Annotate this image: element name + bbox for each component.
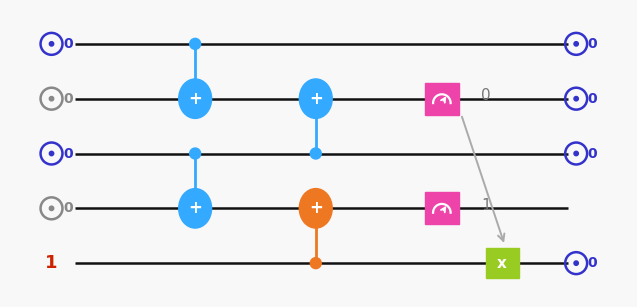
Text: 0: 0 (588, 37, 598, 51)
Circle shape (49, 206, 54, 211)
Text: +: + (309, 199, 323, 217)
Circle shape (190, 148, 201, 159)
Text: 0: 0 (63, 201, 73, 215)
Text: 0: 0 (588, 146, 598, 161)
Circle shape (574, 261, 578, 265)
Circle shape (574, 151, 578, 156)
Circle shape (49, 151, 54, 156)
Text: 0: 0 (588, 256, 598, 270)
FancyBboxPatch shape (425, 192, 459, 224)
Text: 1: 1 (482, 198, 491, 213)
Text: +: + (188, 90, 202, 108)
Text: +: + (188, 199, 202, 217)
Text: x: x (497, 256, 507, 271)
Ellipse shape (299, 188, 333, 228)
Circle shape (49, 42, 54, 46)
Circle shape (574, 96, 578, 101)
Circle shape (49, 96, 54, 101)
Text: 0: 0 (482, 88, 491, 103)
Circle shape (310, 258, 321, 269)
Ellipse shape (179, 188, 211, 228)
Circle shape (574, 42, 578, 46)
FancyBboxPatch shape (485, 248, 519, 278)
Text: 0: 0 (63, 37, 73, 51)
Circle shape (190, 38, 201, 49)
Ellipse shape (299, 79, 333, 119)
Text: 0: 0 (63, 146, 73, 161)
Text: 0: 0 (63, 92, 73, 106)
Text: +: + (309, 90, 323, 108)
FancyBboxPatch shape (425, 83, 459, 115)
Ellipse shape (179, 79, 211, 119)
Text: 1: 1 (45, 254, 58, 272)
Circle shape (310, 148, 321, 159)
Text: 0: 0 (588, 92, 598, 106)
